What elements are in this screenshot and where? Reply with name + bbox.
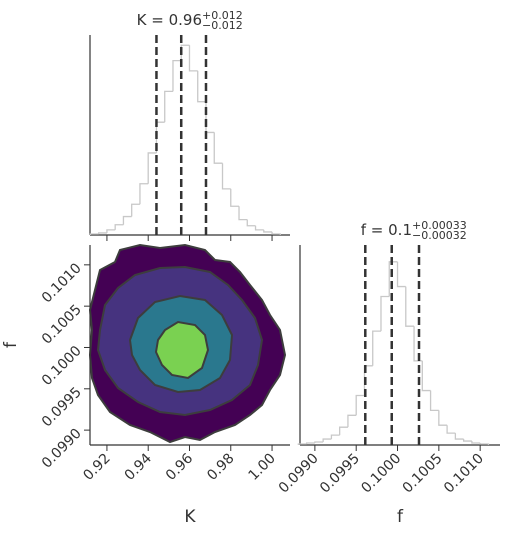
- histogram-bin: [254, 225, 264, 231]
- histogram-bin: [388, 261, 398, 297]
- y-tick-label: 0.1000: [39, 343, 85, 389]
- contour-level: [154, 320, 210, 380]
- y-tick-label: 0.1010: [39, 260, 85, 306]
- histogram-bin: [205, 101, 215, 134]
- histogram-bin: [396, 261, 406, 288]
- x-axis-label: K: [184, 507, 196, 527]
- x-tick-label: 0.1005: [400, 451, 446, 497]
- x-tick-label: 0.1010: [441, 451, 487, 497]
- x-tick-label: 0.0990: [276, 451, 322, 497]
- y-axis-label: f: [1, 341, 21, 348]
- title-sup: +0.012: [202, 9, 243, 22]
- panel-title: K = 0.96: [137, 11, 202, 29]
- y-tick-label: 0.0990: [39, 426, 85, 472]
- histogram-bin: [89, 233, 99, 235]
- title-sub: −0.00032: [412, 229, 467, 242]
- contour-shapes: [88, 243, 287, 444]
- histogram-bin: [372, 330, 381, 366]
- x-tick-label: 1.00: [246, 451, 279, 484]
- histogram-bin: [246, 219, 256, 227]
- histogram-bin: [297, 443, 307, 445]
- histogram-bin: [238, 206, 248, 221]
- histogram-bin: [230, 188, 240, 207]
- histogram-bin: [454, 433, 464, 440]
- histogram-bin: [421, 360, 431, 392]
- histogram-bin: [271, 231, 281, 235]
- histogram-bin: [263, 229, 273, 233]
- histogram-bin: [106, 229, 116, 233]
- histogram-bin: [339, 426, 348, 436]
- histogram-bin: [180, 44, 190, 61]
- histogram-bin: [122, 215, 132, 225]
- histogram-bin: [429, 390, 439, 411]
- y-tick-label: 0.1005: [39, 302, 85, 348]
- histogram-bin: [197, 70, 206, 103]
- histogram-bin: [405, 286, 415, 327]
- histogram-bin: [322, 438, 332, 443]
- panel-title: f = 0.1: [361, 221, 412, 239]
- x-axis-label: f: [397, 507, 404, 527]
- histogram-bin: [172, 59, 182, 92]
- x-tick-label: 0.94: [122, 450, 155, 483]
- histogram-bin: [305, 442, 315, 445]
- histogram-bin: [221, 163, 231, 190]
- histogram-bin: [479, 443, 490, 445]
- title-sup: +0.00033: [412, 219, 467, 232]
- histogram-bin: [330, 434, 340, 440]
- histogram-bin: [471, 441, 481, 444]
- histogram-bin: [462, 439, 472, 442]
- x-tick-label: 0.96: [163, 450, 196, 483]
- histogram-bin: [147, 152, 157, 184]
- x-tick-label: 0.1000: [358, 451, 404, 497]
- histogram-bin: [131, 203, 140, 217]
- histogram-bin: [114, 224, 124, 230]
- x-tick-label: 0.92: [80, 451, 113, 484]
- histogram-bin: [446, 425, 456, 434]
- histogram-bin: [139, 183, 149, 205]
- title-sub: −0.012: [202, 19, 243, 32]
- x-tick-label: 0.0995: [317, 451, 363, 497]
- histogram-bin: [213, 132, 223, 164]
- x-tick-label: 0.98: [204, 451, 237, 484]
- histogram-bin: [164, 90, 173, 123]
- histogram-bin: [188, 45, 198, 72]
- histogram-bin: [314, 441, 324, 444]
- histogram-bin: [380, 295, 390, 332]
- histogram-bin: [438, 410, 448, 426]
- histogram-bin: [355, 394, 365, 416]
- histogram-bin: [347, 414, 357, 428]
- y-tick-label: 0.0995: [39, 384, 85, 430]
- histogram-bin: [98, 232, 107, 234]
